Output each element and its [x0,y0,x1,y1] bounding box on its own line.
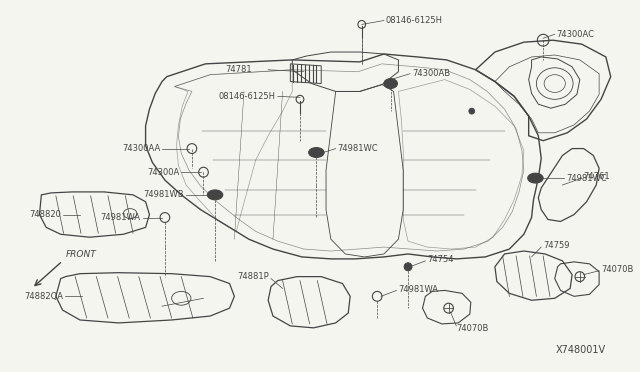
Text: 74761: 74761 [584,171,611,181]
Text: 74300AA: 74300AA [122,144,160,153]
Text: 74300A: 74300A [147,168,179,177]
Text: 74981WC: 74981WC [566,174,607,183]
Text: 74981WC: 74981WC [338,144,378,153]
Text: 74300AB: 74300AB [412,69,450,78]
Ellipse shape [308,148,324,157]
Text: 74981WB: 74981WB [143,190,184,199]
Ellipse shape [528,173,543,183]
Text: 74070B: 74070B [456,324,489,333]
Text: 08146-6125H: 08146-6125H [386,16,443,25]
Text: X748001V: X748001V [556,346,606,355]
Text: 74981WA: 74981WA [399,285,438,294]
Text: 08146-6125H: 08146-6125H [219,92,276,101]
Text: FRONT: FRONT [65,250,96,259]
Circle shape [469,108,475,114]
Circle shape [404,263,412,271]
Text: 74754: 74754 [428,256,454,264]
Text: 74070B: 74070B [601,265,634,274]
Text: 74759: 74759 [543,241,570,250]
Text: 74981WA: 74981WA [100,213,141,222]
Text: 74882QA: 74882QA [24,292,63,301]
Text: 748820: 748820 [29,210,61,219]
Ellipse shape [207,190,223,200]
Ellipse shape [384,78,397,89]
Text: 74881P: 74881P [237,272,269,281]
Text: 74781: 74781 [225,65,252,74]
Text: 74300AC: 74300AC [557,30,595,39]
